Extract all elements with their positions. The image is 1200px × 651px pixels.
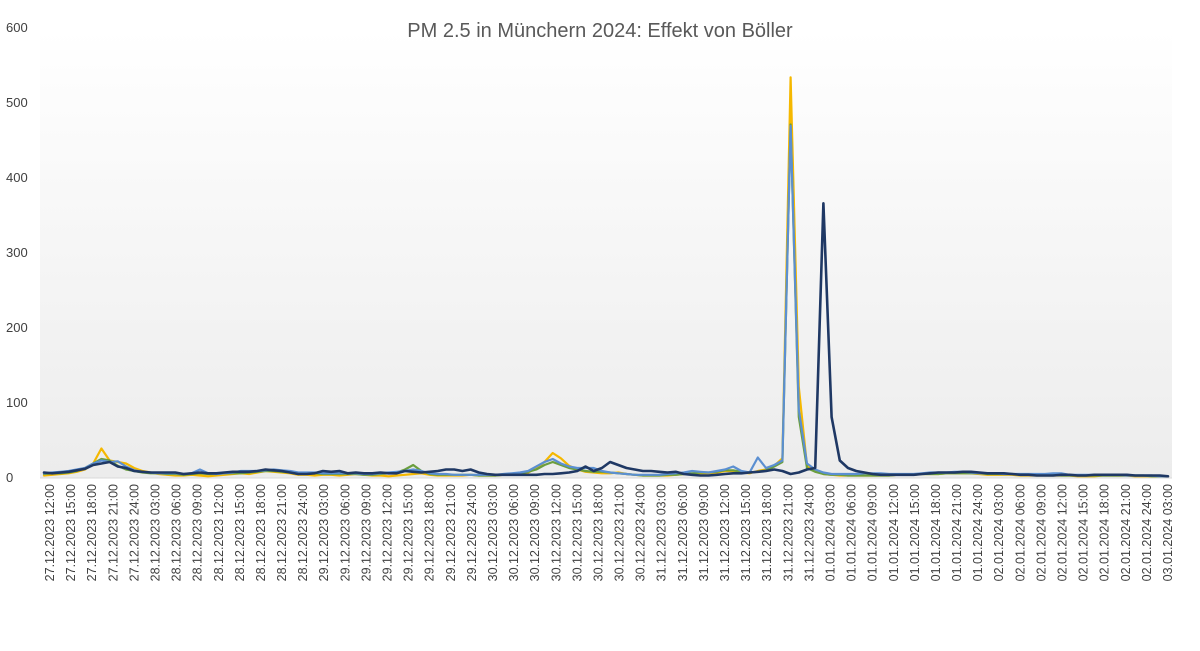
x-tick-label: 28.12.2023 12:00	[212, 484, 226, 581]
x-tick-label: 30.12.2023 24:00	[634, 484, 648, 581]
x-tick-label: 01.01.2024 15:00	[908, 484, 922, 581]
x-tick-label: 02.01.2024 03:00	[992, 484, 1006, 581]
x-tick-label: 31.12.2023 09:00	[697, 484, 711, 581]
x-tick-label: 27.12.2023 21:00	[106, 484, 120, 581]
x-tick-label: 27.12.2023 18:00	[85, 484, 99, 581]
x-tick-label: 28.12.2023 24:00	[296, 484, 310, 581]
y-tick-label: 200	[6, 320, 28, 335]
x-tick-label: 01.01.2024 09:00	[866, 484, 880, 581]
x-tick-label: 31.12.2023 06:00	[676, 484, 690, 581]
x-tick-label: 28.12.2023 06:00	[170, 484, 184, 581]
x-tick-label: 29.12.2023 09:00	[359, 484, 373, 581]
x-tick-label: 29.12.2023 03:00	[317, 484, 331, 581]
x-tick-label: 03.01.2024 03:00	[1161, 484, 1175, 581]
x-tick-label: 27.12.2023 15:00	[64, 484, 78, 581]
x-tick-label: 28.12.2023 03:00	[149, 484, 163, 581]
x-tick-label: 31.12.2023 15:00	[739, 484, 753, 581]
x-tick-label: 01.01.2024 06:00	[845, 484, 859, 581]
y-tick-label: 400	[6, 170, 28, 185]
y-tick-label: 0	[6, 470, 13, 485]
x-tick-label: 30.12.2023 21:00	[613, 484, 627, 581]
y-tick-label: 300	[6, 245, 28, 260]
x-tick-label: 28.12.2023 09:00	[191, 484, 205, 581]
x-tick-label: 02.01.2024 15:00	[1077, 484, 1091, 581]
x-tick-label: 29.12.2023 24:00	[465, 484, 479, 581]
x-tick-label: 29.12.2023 18:00	[423, 484, 437, 581]
x-tick-label: 02.01.2024 12:00	[1056, 484, 1070, 581]
x-tick-label: 31.12.2023 24:00	[802, 484, 816, 581]
x-tick-label: 31.12.2023 18:00	[760, 484, 774, 581]
y-tick-label: 500	[6, 95, 28, 110]
x-axis-ticks: 27.12.2023 12:00 27.12.2023 15:00 27.12.20…	[43, 484, 1175, 581]
x-tick-label: 02.01.2024 21:00	[1119, 484, 1133, 581]
x-tick-label: 29.12.2023 12:00	[381, 484, 395, 581]
x-tick-label: 31.12.2023 12:00	[718, 484, 732, 581]
plot-background	[40, 30, 1172, 478]
x-tick-label: 01.01.2024 12:00	[887, 484, 901, 581]
chart-title: PM 2.5 in Münchern 2024: Effekt von Böll…	[407, 20, 793, 42]
series-line-4	[42, 202, 1170, 478]
x-tick-label: 01.01.2024 03:00	[824, 484, 838, 581]
x-tick-label: 30.12.2023 18:00	[592, 484, 606, 581]
x-tick-label: 01.01.2024 21:00	[950, 484, 964, 581]
y-tick-label: 100	[6, 395, 28, 410]
x-tick-label: 29.12.2023 21:00	[444, 484, 458, 581]
x-tick-label: 28.12.2023 15:00	[233, 484, 247, 581]
x-tick-label: 02.01.2024 06:00	[1013, 484, 1027, 581]
x-tick-label: 01.01.2024 24:00	[971, 484, 985, 581]
x-tick-label: 29.12.2023 15:00	[402, 484, 416, 581]
x-tick-label: 29.12.2023 06:00	[338, 484, 352, 581]
x-tick-label: 27.12.2023 12:00	[43, 484, 57, 581]
y-tick-label: 600	[6, 20, 28, 35]
x-tick-label: 02.01.2024 24:00	[1140, 484, 1154, 581]
y-axis-ticks: 0 100 200 300 400 500 600	[6, 20, 28, 485]
x-tick-label: 27.12.2023 24:00	[127, 484, 141, 581]
x-tick-label: 28.12.2023 21:00	[275, 484, 289, 581]
x-tick-label: 30.12.2023 12:00	[549, 484, 563, 581]
x-tick-label: 28.12.2023 18:00	[254, 484, 268, 581]
x-tick-label: 30.12.2023 06:00	[507, 484, 521, 581]
x-tick-label: 31.12.2023 21:00	[781, 484, 795, 581]
x-tick-label: 30.12.2023 03:00	[486, 484, 500, 581]
x-tick-label: 02.01.2024 09:00	[1034, 484, 1048, 581]
x-tick-label: 31.12.2023 03:00	[655, 484, 669, 581]
series-lines	[42, 76, 1170, 478]
x-tick-label: 30.12.2023 15:00	[570, 484, 584, 581]
x-tick-label: 02.01.2024 18:00	[1098, 484, 1112, 581]
x-tick-label: 30.12.2023 09:00	[528, 484, 542, 581]
x-tick-label: 01.01.2024 18:00	[929, 484, 943, 581]
